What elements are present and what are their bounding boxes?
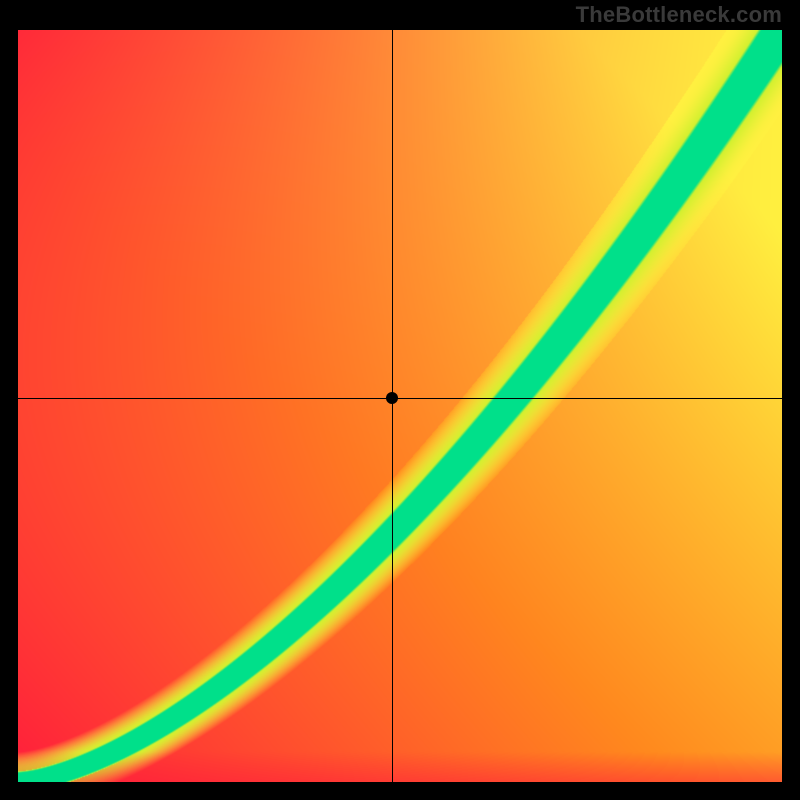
crosshair-horizontal <box>18 398 782 399</box>
plot-area <box>18 30 782 782</box>
heatmap-canvas <box>18 30 782 782</box>
chart-container: TheBottleneck.com <box>0 0 800 800</box>
crosshair-vertical <box>392 30 393 782</box>
watermark-text: TheBottleneck.com <box>576 2 782 28</box>
